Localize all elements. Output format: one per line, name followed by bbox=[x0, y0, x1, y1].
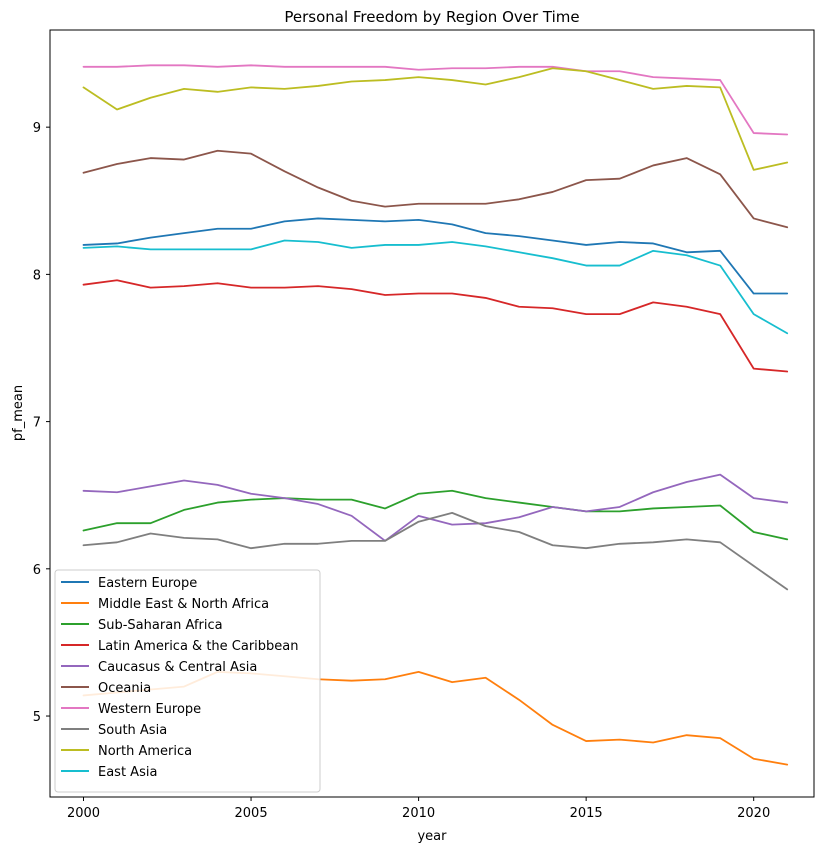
y-tick-label-1: 6 bbox=[33, 563, 41, 578]
x-axis: 2000 2005 2010 2015 2020 bbox=[67, 797, 770, 821]
y-tick-label-0: 5 bbox=[33, 710, 41, 725]
x-tick-label-2: 2010 bbox=[402, 806, 435, 821]
legend-label-6: Western Europe bbox=[98, 702, 201, 717]
plot-area bbox=[82, 64, 789, 766]
legend-label-5: Oceania bbox=[98, 681, 151, 696]
y-tick-label-2: 7 bbox=[33, 416, 41, 431]
y-axis-label: pf_mean bbox=[11, 385, 26, 441]
y-tick-label-4: 9 bbox=[33, 121, 41, 136]
series-line-3 bbox=[82, 279, 789, 373]
legend-label-3: Latin America & the Caribbean bbox=[98, 639, 299, 654]
x-tick-label-0: 2000 bbox=[67, 806, 100, 821]
series-line-6 bbox=[82, 64, 789, 136]
series-line-8 bbox=[82, 67, 789, 171]
legend: Eastern Europe Middle East & North Africa… bbox=[54, 569, 321, 793]
legend-label-8: North America bbox=[98, 744, 192, 759]
axes-frame bbox=[49, 29, 815, 798]
series-line-2 bbox=[82, 489, 789, 541]
legend-label-9: East Asia bbox=[98, 765, 157, 780]
legend-label-7: South Asia bbox=[98, 723, 167, 738]
x-axis-label: year bbox=[417, 829, 447, 844]
y-tick-label-3: 8 bbox=[33, 268, 41, 283]
series-line-7 bbox=[82, 511, 789, 591]
y-axis: 5 6 7 8 9 bbox=[33, 121, 50, 725]
series-line-4 bbox=[82, 473, 789, 542]
legend-label-4: Caucasus & Central Asia bbox=[98, 660, 257, 675]
legend-box bbox=[54, 569, 321, 793]
series-line-5 bbox=[82, 149, 789, 229]
x-tick-label-1: 2005 bbox=[235, 806, 268, 821]
x-tick-label-4: 2020 bbox=[737, 806, 770, 821]
x-tick-label-3: 2015 bbox=[570, 806, 603, 821]
series-line-0 bbox=[82, 217, 789, 295]
chart-title: Personal Freedom by Region Over Time bbox=[284, 8, 579, 26]
legend-label-0: Eastern Europe bbox=[98, 576, 197, 591]
series-line-9 bbox=[82, 239, 789, 335]
legend-label-1: Middle East & North Africa bbox=[98, 597, 269, 612]
legend-label-2: Sub-Saharan Africa bbox=[98, 618, 223, 633]
